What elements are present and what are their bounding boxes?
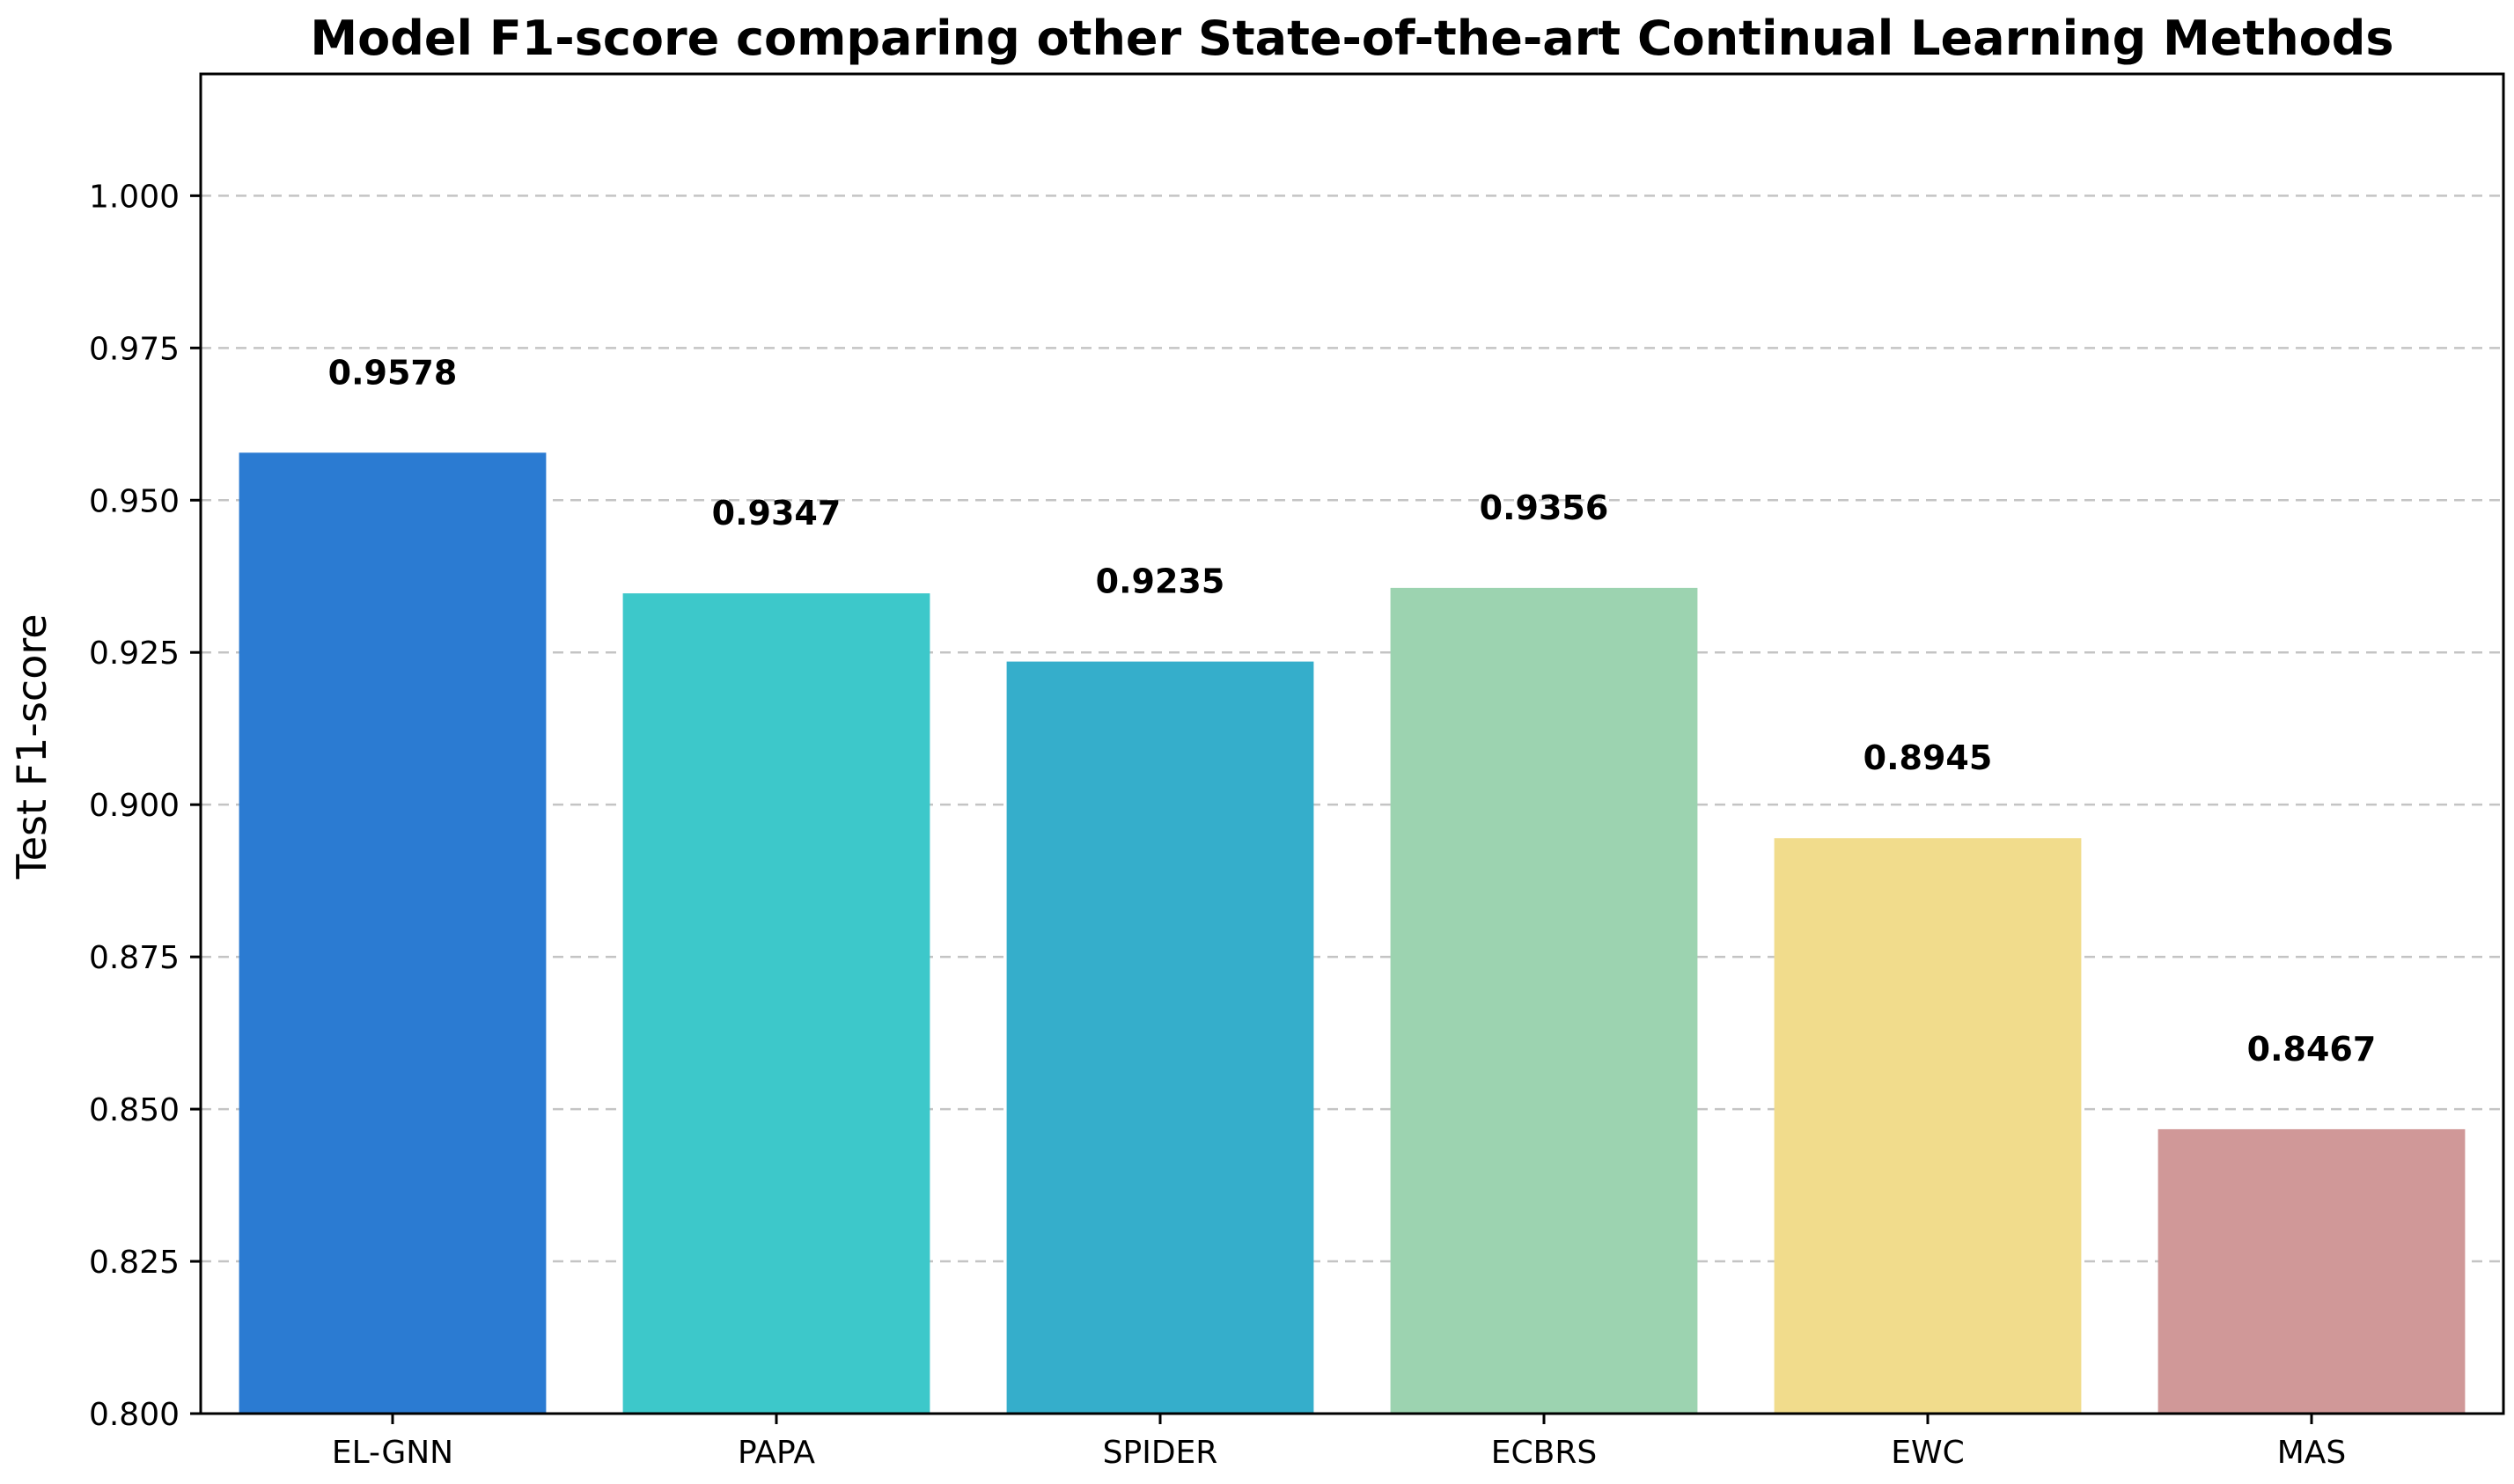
bar-spider — [1006, 661, 1314, 1414]
y-tick-label: 0.800 — [89, 1397, 180, 1433]
data-label: 0.9235 — [1096, 562, 1225, 601]
x-axis-ticks: EL-GNN PAPA SPIDER ECBRS EWC MAS — [332, 1414, 2346, 1471]
y-tick-label: 0.850 — [89, 1092, 180, 1128]
y-tick-label: 0.950 — [89, 483, 180, 519]
data-label: 0.9578 — [328, 353, 458, 392]
x-tick-label: EWC — [1891, 1435, 1964, 1471]
x-tick-label: MAS — [2277, 1435, 2347, 1471]
y-tick-label: 1.000 — [89, 179, 180, 215]
data-label: 0.8467 — [2247, 1030, 2377, 1069]
y-axis-ticks: 0.800 0.825 0.850 0.875 0.900 0.925 0.950 0.975… — [89, 179, 201, 1433]
y-tick-label: 0.875 — [89, 940, 180, 976]
y-tick-label: 0.825 — [89, 1245, 180, 1281]
data-label: 0.9347 — [712, 494, 842, 533]
x-tick-label: PAPA — [738, 1435, 815, 1471]
data-labels: 0.9578 0.9347 0.9235 0.9356 0.8945 0.8467 — [328, 353, 2377, 1069]
x-tick-label: SPIDER — [1103, 1435, 1218, 1471]
y-tick-label: 0.900 — [89, 788, 180, 824]
chart-title: Model F1-score comparing other State-of-… — [310, 11, 2393, 66]
data-label: 0.9356 — [1480, 489, 1609, 527]
bar-ecbrs — [1390, 587, 1698, 1414]
bar-mas — [2157, 1128, 2466, 1414]
bar-el-gnn — [239, 452, 547, 1414]
x-tick-label: EL-GNN — [332, 1435, 453, 1471]
y-tick-label: 0.975 — [89, 331, 180, 367]
data-label: 0.8945 — [1863, 738, 1993, 777]
y-axis-label: Test F1-score — [8, 613, 55, 879]
y-tick-label: 0.925 — [89, 635, 180, 672]
x-tick-label: ECBRS — [1491, 1435, 1597, 1471]
grid-lines — [201, 195, 2503, 1263]
bar-papa — [622, 593, 930, 1414]
bars — [239, 452, 2466, 1414]
plot-frame — [199, 72, 2505, 1415]
bar-ewc — [1774, 838, 2082, 1414]
